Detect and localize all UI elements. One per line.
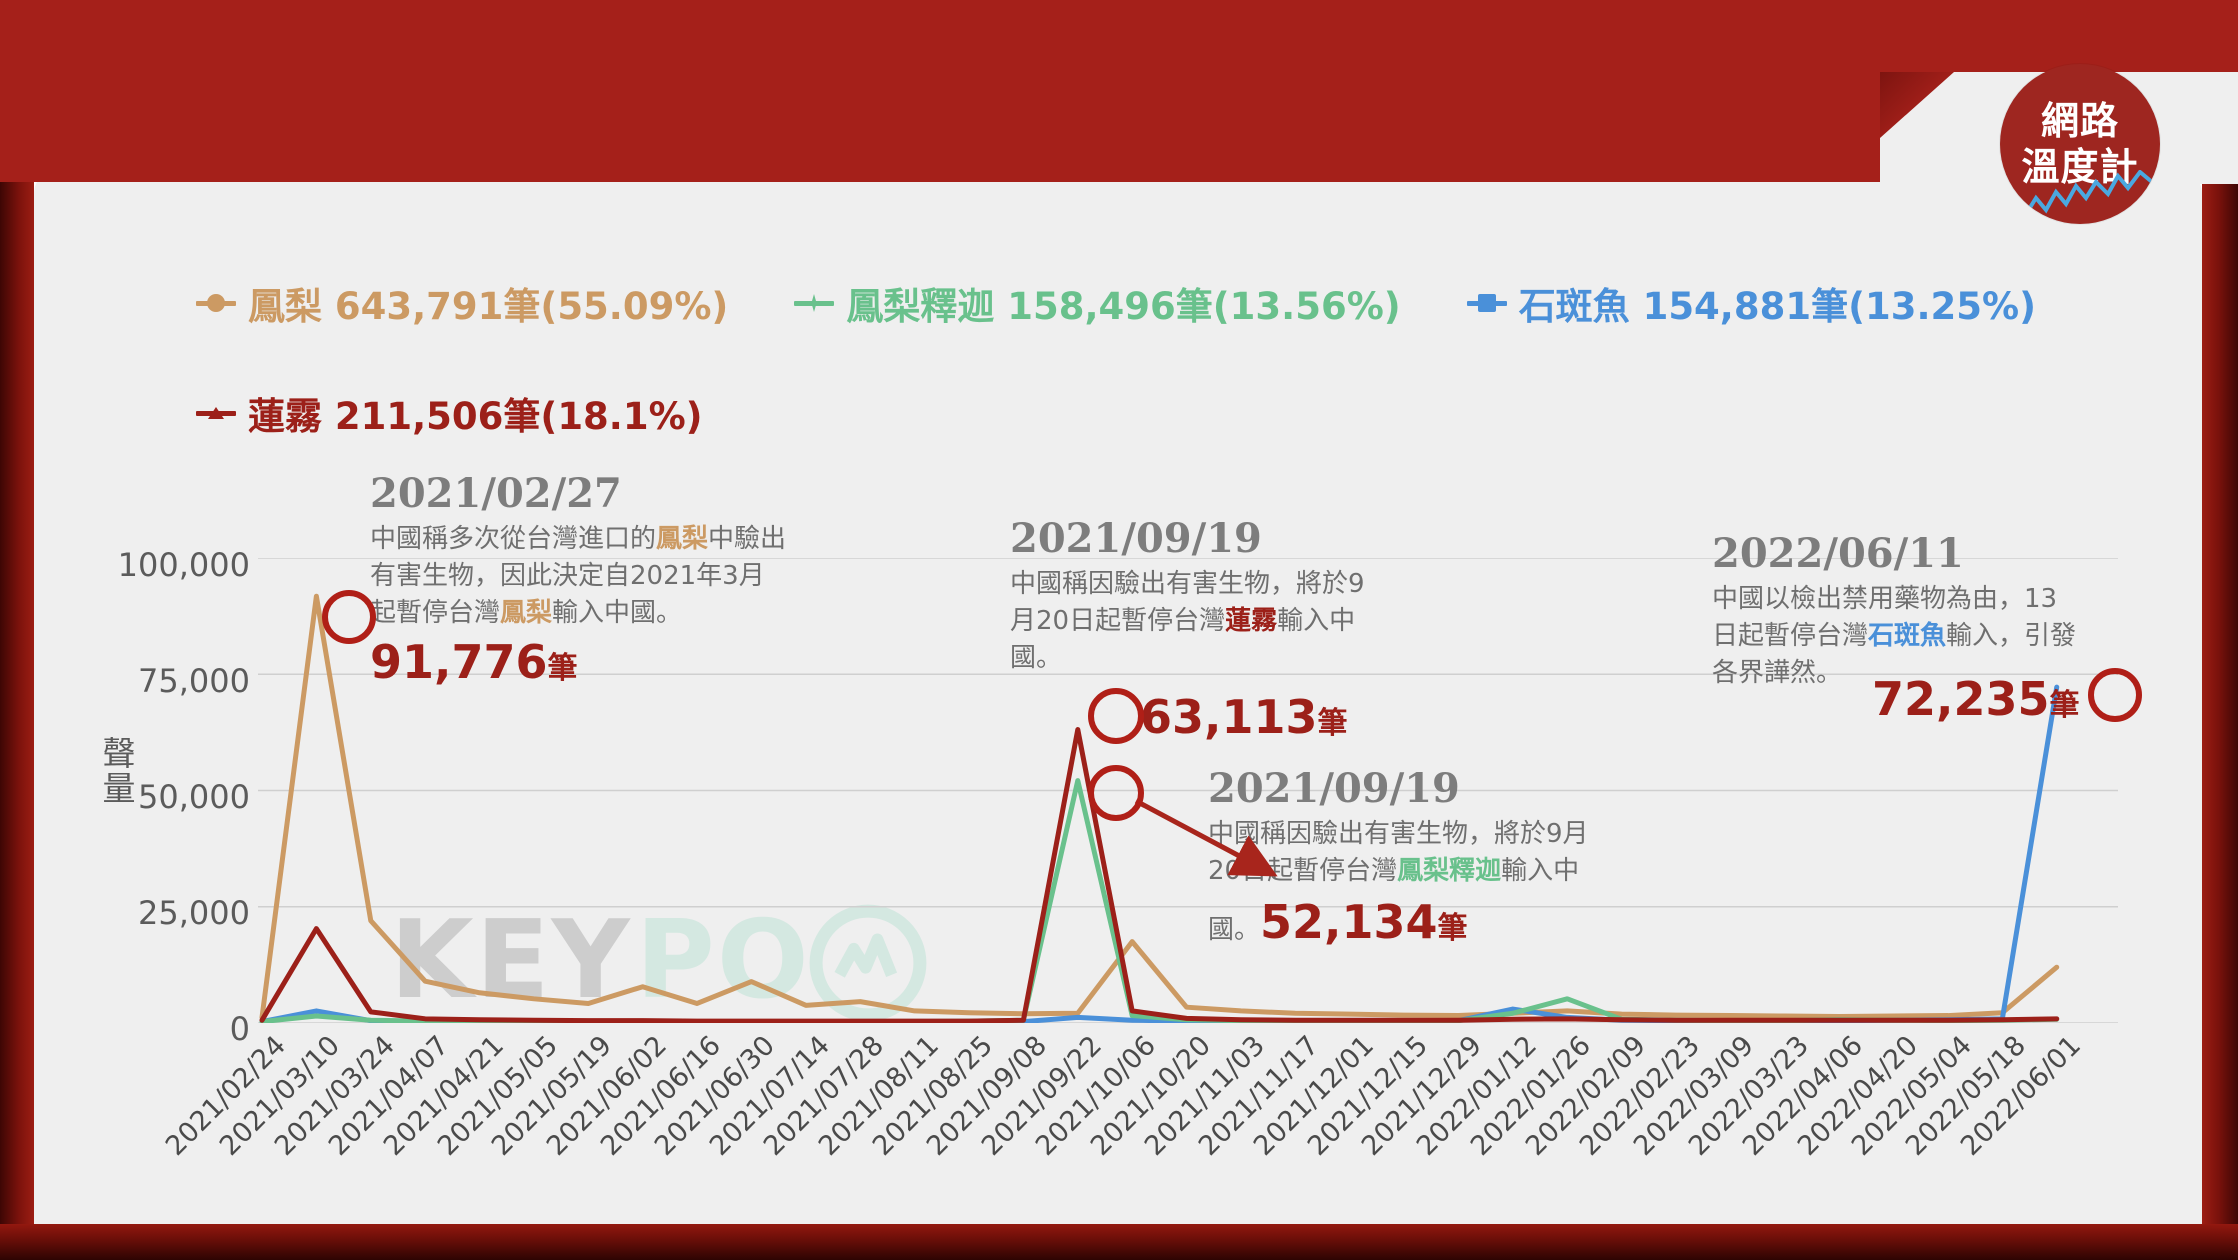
header-banner <box>0 0 2238 182</box>
legend-label-pineapple: 鳳梨 643,791筆(55.09%) <box>248 285 729 328</box>
brand-logo-line1: 網路 <box>2040 99 2119 143</box>
peak-value-72235: 72,235筆 <box>1872 672 2080 726</box>
peak-value-unit: 筆 <box>1437 910 1468 946</box>
annotation-body: 中國稱因驗出有害生物，將於9月20日起暫停台灣蓮霧輸入中國。 <box>1010 566 1390 677</box>
annotation-text-post: 輸入中國。 <box>1208 855 1580 945</box>
watermark-text-po: PO <box>635 898 811 1023</box>
legend-marker-plus-icon <box>794 292 835 314</box>
legend-marker-square-icon <box>1466 292 1507 314</box>
peak-value-unit: 筆 <box>2049 688 2080 723</box>
highlight-circle-waxapple-peak <box>1088 688 1144 744</box>
legend-label-grouper: 石斑魚 154,881筆(13.25%) <box>1518 285 2037 328</box>
chart-svg <box>258 557 2118 1037</box>
legend-item-atemoya[interactable]: 鳳梨釋迦 158,496筆(13.56%) <box>794 276 1401 330</box>
annotation-keyword: 蓮霧 <box>1225 605 1278 636</box>
annotation-text-pre: 中國稱因驗出有害生物，將於9月20日起暫停台灣 <box>1010 569 1365 636</box>
keypo-watermark: KEY PO <box>390 898 927 1023</box>
annotation-2021-09-19-waxapple: 2021/09/19 中國稱因驗出有害生物，將於9月20日起暫停台灣蓮霧輸入中國… <box>1010 515 1390 677</box>
sparkline-icon <box>2006 170 2154 218</box>
chart-legend-row-2: 蓮霧 211,506筆(18.1%) <box>196 386 703 440</box>
highlight-circle-pineapple-peak <box>322 590 376 644</box>
annotation-keyword: 石斑魚 <box>1868 620 1947 651</box>
peak-value-number: 72,235 <box>1872 672 2050 726</box>
annotation-text-post: 輸入中國。 <box>1010 605 1356 673</box>
highlight-circle-atemoya-peak <box>1088 765 1144 821</box>
annotation-text-pre: 中國稱多次從台灣進口的 <box>370 524 657 554</box>
legend-marker-triangle-icon <box>196 402 236 424</box>
peak-value-unit: 筆 <box>547 651 578 686</box>
legend-marker-circle-icon <box>196 292 236 314</box>
inline-peak-value: 52,134筆 <box>1260 895 1468 949</box>
y-axis-title: 聲量 <box>97 736 136 806</box>
annotation-2022-06-11: 2022/06/11 中國以檢出禁用藥物為由，13日起暫停台灣石斑魚輸入，引發各… <box>1712 530 2082 692</box>
highlight-circle-grouper-peak <box>2088 668 2142 722</box>
y-tick-25000: 25,000 <box>138 894 250 932</box>
peak-value-63113: 63,113筆 <box>1140 690 1348 744</box>
y-axis-tick-labels: 100,000 75,000 50,000 25,000 0 <box>110 540 250 1048</box>
legend-label-waxapple: 蓮霧 211,506筆(18.1%) <box>248 395 703 438</box>
annotation-arrow-icon <box>1134 798 1278 877</box>
legend-item-pineapple[interactable]: 鳳梨 643,791筆(55.09%) <box>196 276 728 330</box>
legend-item-waxapple[interactable]: 蓮霧 211,506筆(18.1%) <box>196 386 703 440</box>
annotation-date: 2021/09/19 <box>1010 515 1262 562</box>
annotation-keyword: 鳳梨 <box>656 524 709 554</box>
y-tick-0: 0 <box>229 1010 250 1048</box>
y-tick-50000: 50,000 <box>138 778 250 816</box>
legend-label-atemoya: 鳳梨釋迦 158,496筆(13.56%) <box>846 285 1401 328</box>
annotation-date: 2021/02/27 <box>370 470 622 517</box>
y-tick-75000: 75,000 <box>138 662 250 700</box>
peak-value-number: 91,776 <box>370 635 548 689</box>
y-tick-100000: 100,000 <box>117 546 250 584</box>
annotation-date: 2022/06/11 <box>1712 530 1964 577</box>
annotation-date: 2021/09/19 <box>1208 765 1460 812</box>
annotation-body: 中國以檢出禁用藥物為由，13日起暫停台灣石斑魚輸入，引發各界譁然。 <box>1712 581 2082 692</box>
frame-bottom-edge <box>0 1224 2238 1260</box>
x-axis-tick-labels: 2021/02/24 2021/03/10 2021/03/24 2021/04/07… <box>160 1030 2158 1250</box>
frame-left-edge <box>0 0 34 1260</box>
frame-right-edge <box>2202 0 2238 1260</box>
watermark-logo-icon <box>809 904 927 1021</box>
annotation-2021-02-27: 2021/02/27 中國稱多次從台灣進口的鳳梨中驗出有害生物，因此決定自202… <box>370 470 790 632</box>
peak-value-number: 52,134 <box>1260 894 1438 949</box>
annotation-keyword-2: 鳳梨 <box>500 597 553 628</box>
brand-logo: 網路 溫度計 <box>2000 64 2160 224</box>
annotation-keyword: 鳳梨釋迦 <box>1397 855 1502 886</box>
annotation-text-pre: 中國以檢出禁用藥物為由，13日起暫停台灣 <box>1712 584 2058 651</box>
peak-value-number: 63,113 <box>1140 690 1318 744</box>
line-chart-plot <box>258 557 2118 1037</box>
annotation-body: 中國稱多次從台灣進口的鳳梨中驗出有害生物，因此決定自2021年3月起暫停台灣鳳梨… <box>370 521 790 632</box>
annotation-text-post: 輸入，引發各界譁然。 <box>1712 620 2077 688</box>
brand-logo-line2: 溫度計 <box>2021 145 2139 189</box>
chart-legend-row-1: 鳳梨 643,791筆(55.09%) 鳳梨釋迦 158,496筆(13.56%… <box>196 276 2036 330</box>
peak-value-unit: 筆 <box>1317 706 1348 741</box>
annotation-text-mid: 中驗出有害生物，因此決定自2021年3月起暫停台灣 <box>370 524 787 628</box>
peak-value-91776: 91,776筆 <box>370 635 578 689</box>
annotation-text-post: 輸入中國。 <box>552 597 683 628</box>
legend-item-grouper[interactable]: 石斑魚 154,881筆(13.25%) <box>1466 276 2037 330</box>
